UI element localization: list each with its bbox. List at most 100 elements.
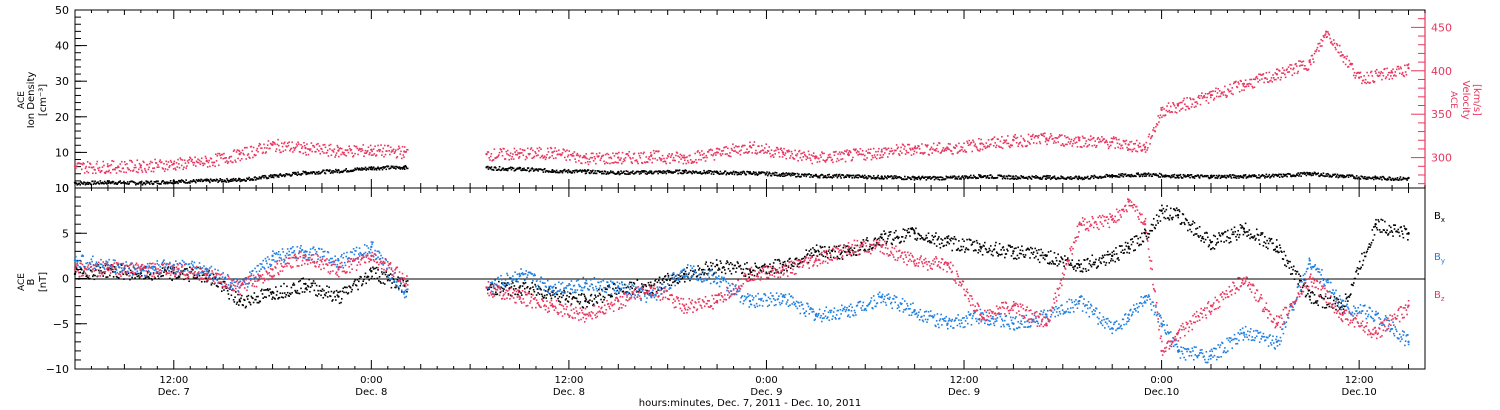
scatter-point — [295, 171, 297, 174]
scatter-point — [512, 153, 514, 155]
scatter-point — [659, 158, 662, 160]
scatter-point — [900, 240, 902, 243]
scatter-point — [800, 152, 802, 155]
density-axis-title-line1: ACE — [17, 91, 27, 109]
scatter-point — [878, 244, 881, 246]
scatter-point — [910, 154, 913, 157]
scatter-point — [1217, 87, 1219, 90]
scatter-point — [145, 171, 147, 173]
scatter-point — [555, 169, 558, 172]
scatter-point — [571, 155, 573, 157]
scatter-point — [1101, 136, 1103, 138]
scatter-point — [1355, 74, 1357, 77]
scatter-point — [608, 285, 611, 287]
scatter-point — [303, 282, 305, 285]
scatter-point — [149, 273, 152, 275]
scatter-point — [1387, 177, 1389, 180]
scatter-point — [1221, 176, 1224, 178]
scatter-point — [817, 176, 819, 179]
scatter-point — [1119, 174, 1122, 177]
scatter-point — [772, 262, 775, 264]
scatter-point — [535, 154, 538, 157]
scatter-point — [1243, 89, 1245, 91]
scatter-point — [354, 152, 356, 155]
scatter-point — [1398, 179, 1400, 181]
scatter-point — [1188, 107, 1191, 110]
scatter-point — [924, 237, 927, 240]
scatter-point — [1222, 94, 1225, 96]
scatter-point — [870, 158, 873, 161]
scatter-point — [112, 168, 114, 171]
scatter-point — [1158, 121, 1160, 123]
scatter-point — [714, 152, 716, 154]
scatter-point — [1081, 178, 1084, 181]
scatter-point — [757, 173, 759, 176]
scatter-point — [1312, 172, 1315, 175]
scatter-point — [1278, 176, 1281, 178]
scatter-point — [1049, 175, 1051, 177]
scatter-point — [675, 277, 678, 280]
scatter-point — [595, 162, 597, 165]
scatter-point — [307, 285, 310, 288]
scatter-point — [398, 277, 401, 280]
scatter-point — [756, 152, 759, 154]
scatter-point — [515, 153, 517, 156]
scatter-point — [1125, 139, 1128, 142]
velocity-tick-label: 300 — [1431, 152, 1452, 165]
scatter-point — [824, 245, 826, 248]
scatter-point — [143, 182, 146, 184]
scatter-point — [312, 282, 314, 285]
scatter-point — [363, 155, 365, 158]
scatter-point — [332, 292, 335, 294]
scatter-point — [1299, 60, 1302, 63]
scatter-point — [1320, 173, 1322, 175]
scatter-point — [162, 168, 165, 170]
scatter-point — [1210, 90, 1213, 93]
scatter-point — [170, 271, 173, 273]
scatter-point — [891, 150, 894, 152]
scatter-point — [883, 230, 885, 232]
scatter-point — [1220, 92, 1222, 95]
scatter-point — [1249, 78, 1251, 81]
y-tick-label: 40 — [55, 40, 69, 53]
scatter-point — [1278, 173, 1280, 176]
scatter-point — [323, 152, 325, 154]
scatter-point — [1077, 136, 1079, 138]
scatter-point — [402, 166, 405, 169]
scatter-point — [232, 299, 235, 301]
scatter-point — [664, 275, 667, 277]
scatter-point — [603, 162, 606, 165]
scatter-point — [543, 296, 545, 299]
scatter-point — [653, 152, 656, 155]
scatter-point — [298, 292, 301, 295]
scatter-point — [103, 164, 105, 167]
scatter-point — [1399, 66, 1402, 68]
scatter-point — [579, 154, 582, 157]
scatter-point — [178, 166, 181, 169]
scatter-point — [779, 262, 782, 265]
scatter-point — [126, 273, 128, 276]
scatter-point — [1403, 75, 1405, 78]
scatter-point — [552, 157, 555, 160]
scatter-point — [1128, 148, 1131, 151]
scatter-point — [759, 269, 762, 271]
scatter-point — [1204, 96, 1206, 99]
scatter-point — [396, 155, 399, 158]
scatter-point — [267, 140, 270, 142]
scatter-point — [192, 161, 194, 164]
scatter-point — [1298, 65, 1301, 67]
scatter-point — [385, 168, 388, 171]
scatter-point — [972, 174, 975, 177]
scatter-point — [515, 287, 517, 290]
scatter-point — [876, 176, 879, 178]
data-point-velocity — [715, 151, 719, 154]
scatter-point — [840, 177, 842, 179]
scatter-point — [1192, 176, 1195, 178]
scatter-point — [659, 170, 662, 172]
scatter-point — [367, 276, 370, 278]
scatter-point — [1053, 175, 1056, 178]
scatter-point — [861, 176, 863, 179]
scatter-point — [1122, 139, 1125, 142]
scatter-point — [635, 159, 638, 161]
